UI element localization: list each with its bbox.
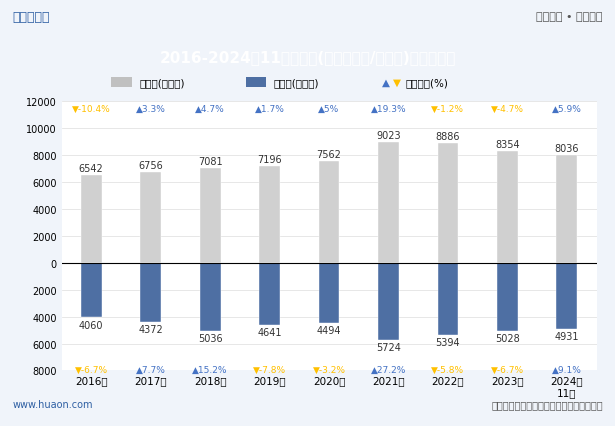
Bar (245, 78, 266, 88)
Bar (140, 263, 161, 322)
Text: 7196: 7196 (257, 155, 282, 165)
Text: 2016-2024年11月广东省(境内目的地/货源地)进、出口额: 2016-2024年11月广东省(境内目的地/货源地)进、出口额 (159, 50, 456, 65)
Bar (378, 263, 399, 340)
Text: ▼-10.4%: ▼-10.4% (72, 105, 111, 114)
Text: ▲19.3%: ▲19.3% (371, 105, 407, 114)
Text: 6756: 6756 (138, 161, 163, 170)
Bar (259, 167, 280, 263)
Bar (111, 78, 132, 88)
Text: 进口额(亿美元): 进口额(亿美元) (274, 78, 319, 88)
Text: ▲1.7%: ▲1.7% (255, 105, 285, 114)
Bar (557, 263, 577, 329)
Text: 4372: 4372 (138, 324, 163, 334)
Text: 5724: 5724 (376, 342, 401, 352)
Text: ▼-1.2%: ▼-1.2% (432, 105, 464, 114)
Bar (437, 263, 458, 336)
Text: 同比增长(%): 同比增长(%) (406, 78, 448, 88)
Text: 7562: 7562 (317, 150, 341, 160)
Bar (378, 142, 399, 263)
Bar (557, 155, 577, 263)
Text: 5036: 5036 (198, 333, 223, 343)
Text: ▲5.9%: ▲5.9% (552, 105, 582, 114)
Text: ▼: ▼ (393, 78, 401, 88)
Text: 6542: 6542 (79, 164, 103, 173)
Bar (200, 168, 221, 263)
Text: ▲: ▲ (383, 78, 391, 88)
Text: ▼-6.7%: ▼-6.7% (74, 365, 108, 374)
Bar (319, 263, 339, 324)
Text: 华经情报网: 华经情报网 (12, 11, 50, 23)
Text: 9023: 9023 (376, 130, 401, 140)
Text: 8354: 8354 (495, 139, 520, 149)
Text: ▼-6.7%: ▼-6.7% (491, 365, 524, 374)
Text: 7081: 7081 (198, 156, 223, 166)
Text: ▲3.3%: ▲3.3% (136, 105, 165, 114)
Text: ▲5%: ▲5% (319, 105, 339, 114)
Text: 4931: 4931 (555, 331, 579, 341)
Text: ▼-3.2%: ▼-3.2% (312, 365, 346, 374)
Text: 4494: 4494 (317, 325, 341, 336)
Text: 4641: 4641 (257, 328, 282, 337)
Text: 5394: 5394 (435, 338, 460, 348)
Bar (497, 263, 518, 331)
Bar (81, 263, 101, 318)
Bar (497, 151, 518, 263)
Bar (319, 162, 339, 263)
Text: ▲4.7%: ▲4.7% (195, 105, 225, 114)
Text: 数据来源：中国海关、华经产业研究院整理: 数据来源：中国海关、华经产业研究院整理 (491, 399, 603, 409)
Text: 专业严谨 • 客观科学: 专业严谨 • 客观科学 (536, 12, 603, 22)
Text: 出口额(亿美元): 出口额(亿美元) (140, 78, 185, 88)
Text: ▲7.7%: ▲7.7% (136, 365, 165, 374)
Text: ▼-4.7%: ▼-4.7% (491, 105, 524, 114)
Bar (200, 263, 221, 331)
Text: ▲9.1%: ▲9.1% (552, 365, 582, 374)
Text: 8036: 8036 (555, 144, 579, 153)
Text: 5028: 5028 (495, 333, 520, 343)
Text: www.huaon.com: www.huaon.com (12, 399, 93, 409)
Bar (437, 144, 458, 263)
Bar (140, 173, 161, 263)
Text: 8886: 8886 (435, 132, 460, 142)
Bar (81, 176, 101, 263)
Text: 4060: 4060 (79, 320, 103, 330)
Text: ▼-5.8%: ▼-5.8% (431, 365, 464, 374)
Text: ▼-7.8%: ▼-7.8% (253, 365, 286, 374)
Bar (259, 263, 280, 325)
Text: ▲15.2%: ▲15.2% (192, 365, 228, 374)
Text: ▲27.2%: ▲27.2% (371, 365, 406, 374)
